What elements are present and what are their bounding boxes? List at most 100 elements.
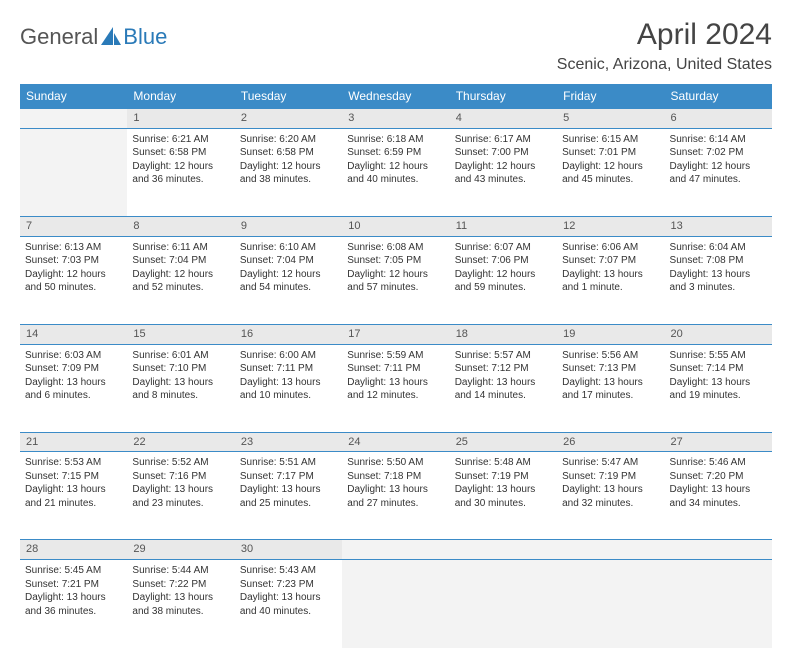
daylight-text: Daylight: 12 hours	[25, 268, 122, 282]
day-detail-row: Sunrise: 6:21 AM Sunset: 6:58 PM Daylight:…	[20, 128, 772, 216]
daylight-text: Daylight: 13 hours	[347, 483, 444, 497]
sunrise-text: Sunrise: 5:59 AM	[347, 349, 444, 363]
sunset-text: Sunset: 7:17 PM	[240, 470, 337, 484]
title-block: April 2024 Scenic, Arizona, United State…	[557, 18, 772, 74]
sunset-text: Sunset: 7:06 PM	[455, 254, 552, 268]
day-number-cell: 1	[127, 109, 234, 129]
daylight-text: and 50 minutes.	[25, 281, 122, 295]
day-number-row: 14151617181920	[20, 324, 772, 344]
weekday-header: Friday	[557, 84, 664, 109]
day-detail-cell: Sunrise: 6:01 AMSunset: 7:10 PMDaylight:…	[127, 344, 234, 432]
daylight-text: Daylight: 13 hours	[240, 591, 337, 605]
day-number-cell: 8	[127, 216, 234, 236]
sunset-text: Sunset: 7:18 PM	[347, 470, 444, 484]
day-number-cell: 30	[235, 540, 342, 560]
daylight-text: and 3 minutes.	[670, 281, 767, 295]
sunrise-text: Sunrise: 5:45 AM	[25, 564, 122, 578]
sunset-text: Sunset: 7:04 PM	[240, 254, 337, 268]
day-detail-cell	[342, 560, 449, 648]
sunset-text: Sunset: 7:15 PM	[25, 470, 122, 484]
day-number-cell: 20	[665, 324, 772, 344]
sunrise-text: Sunrise: 6:03 AM	[25, 349, 122, 363]
page-header: General Blue April 2024 Scenic, Arizona,…	[20, 18, 772, 74]
sunrise-text: Sunrise: 5:47 AM	[562, 456, 659, 470]
daylight-text: and 23 minutes.	[132, 497, 229, 511]
day-number-row: 282930	[20, 540, 772, 560]
day-number-cell: 7	[20, 216, 127, 236]
sunset-text: Sunset: 7:08 PM	[670, 254, 767, 268]
daylight-text: Daylight: 12 hours	[670, 160, 767, 174]
sunset-text: Sunset: 7:01 PM	[562, 146, 659, 160]
daylight-text: Daylight: 13 hours	[25, 483, 122, 497]
sunset-text: Sunset: 7:19 PM	[562, 470, 659, 484]
daylight-text: Daylight: 13 hours	[562, 483, 659, 497]
sunrise-text: Sunrise: 6:10 AM	[240, 241, 337, 255]
sunrise-text: Sunrise: 6:20 AM	[240, 133, 337, 147]
daylight-text: Daylight: 13 hours	[132, 591, 229, 605]
daylight-text: Daylight: 12 hours	[455, 160, 552, 174]
sunset-text: Sunset: 7:04 PM	[132, 254, 229, 268]
daylight-text: and 59 minutes.	[455, 281, 552, 295]
day-number-cell	[557, 540, 664, 560]
day-number-cell: 26	[557, 432, 664, 452]
sunrise-text: Sunrise: 6:14 AM	[670, 133, 767, 147]
day-detail-cell: Sunrise: 5:50 AMSunset: 7:18 PMDaylight:…	[342, 452, 449, 540]
sunset-text: Sunset: 7:00 PM	[455, 146, 552, 160]
daylight-text: Daylight: 12 hours	[132, 268, 229, 282]
day-number-row: 123456	[20, 109, 772, 129]
day-detail-cell: Sunrise: 6:07 AMSunset: 7:06 PMDaylight:…	[450, 236, 557, 324]
daylight-text: Daylight: 13 hours	[132, 376, 229, 390]
logo-sail-icon	[101, 27, 123, 47]
brand-part1: General	[20, 24, 98, 50]
sunrise-text: Sunrise: 5:44 AM	[132, 564, 229, 578]
day-number-cell: 29	[127, 540, 234, 560]
daylight-text: Daylight: 13 hours	[455, 483, 552, 497]
day-number-cell: 21	[20, 432, 127, 452]
calendar-table: SundayMondayTuesdayWednesdayThursdayFrid…	[20, 84, 772, 648]
day-number-cell	[665, 540, 772, 560]
sunrise-text: Sunrise: 5:51 AM	[240, 456, 337, 470]
sunset-text: Sunset: 7:02 PM	[670, 146, 767, 160]
sunrise-text: Sunrise: 6:08 AM	[347, 241, 444, 255]
day-detail-row: Sunrise: 5:45 AMSunset: 7:21 PMDaylight:…	[20, 560, 772, 648]
day-number-cell	[20, 109, 127, 129]
day-number-cell: 12	[557, 216, 664, 236]
day-detail-cell: Sunrise: 6:03 AMSunset: 7:09 PMDaylight:…	[20, 344, 127, 432]
day-number-cell: 15	[127, 324, 234, 344]
weekday-header: Tuesday	[235, 84, 342, 109]
sunset-text: Sunset: 7:09 PM	[25, 362, 122, 376]
day-number-cell: 14	[20, 324, 127, 344]
day-number-cell	[450, 540, 557, 560]
daylight-text: Daylight: 13 hours	[240, 483, 337, 497]
day-number-cell: 9	[235, 216, 342, 236]
daylight-text: and 34 minutes.	[670, 497, 767, 511]
sunrise-text: Sunrise: 5:52 AM	[132, 456, 229, 470]
daylight-text: and 14 minutes.	[455, 389, 552, 403]
sunrise-text: Sunrise: 5:55 AM	[670, 349, 767, 363]
day-number-cell: 22	[127, 432, 234, 452]
day-number-cell: 11	[450, 216, 557, 236]
day-number-cell: 3	[342, 109, 449, 129]
sunset-text: Sunset: 7:10 PM	[132, 362, 229, 376]
sunrise-text: Sunrise: 6:18 AM	[347, 133, 444, 147]
sunset-text: Sunset: 6:58 PM	[240, 146, 337, 160]
day-detail-row: Sunrise: 6:03 AMSunset: 7:09 PM Daylight:…	[20, 344, 772, 432]
day-detail-cell: Sunrise: 6:04 AMSunset: 7:08 PMDaylight:…	[665, 236, 772, 324]
day-number-row: 21222324252627	[20, 432, 772, 452]
daylight-text: Daylight: 13 hours	[670, 376, 767, 390]
daylight-text: and 36 minutes.	[25, 605, 122, 619]
day-detail-cell: Sunrise: 5:56 AMSunset: 7:13 PMDaylight:…	[557, 344, 664, 432]
weekday-header: Sunday	[20, 84, 127, 109]
sunrise-text: Sunrise: 6:00 AM	[240, 349, 337, 363]
day-detail-cell: Sunrise: 5:46 AMSunset: 7:20 PMDaylight:…	[665, 452, 772, 540]
daylight-text: Daylight: 13 hours	[455, 376, 552, 390]
daylight-text: and 36 minutes.	[132, 173, 229, 187]
sunrise-text: Sunrise: 6:17 AM	[455, 133, 552, 147]
day-detail-cell: Sunrise: 5:45 AMSunset: 7:21 PMDaylight:…	[20, 560, 127, 648]
sunrise-text: Sunrise: 6:11 AM	[132, 241, 229, 255]
daylight-text: Daylight: 13 hours	[347, 376, 444, 390]
sunset-text: Sunset: 7:19 PM	[455, 470, 552, 484]
sunrise-text: Sunrise: 6:21 AM	[132, 133, 229, 147]
sunset-text: Sunset: 7:14 PM	[670, 362, 767, 376]
weekday-header: Wednesday	[342, 84, 449, 109]
